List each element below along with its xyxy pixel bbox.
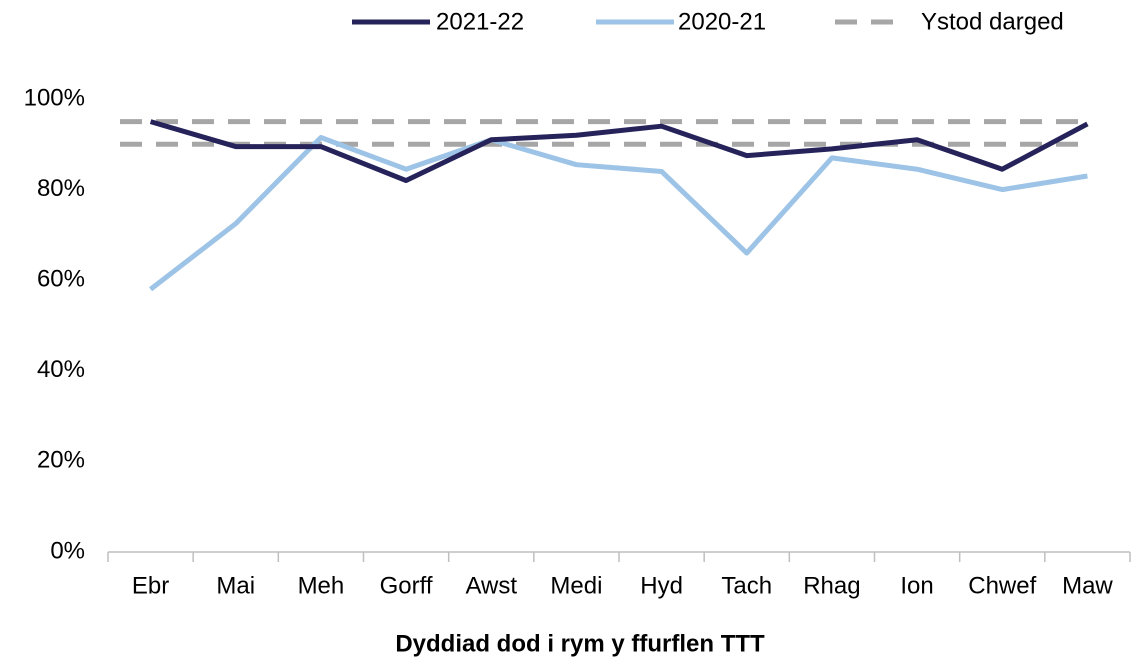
x-tick-label: Awst (465, 572, 517, 599)
y-tick-label: 20% (37, 447, 85, 474)
x-tick-label: Chwef (968, 572, 1036, 599)
legend-label: Ystod darged (921, 8, 1064, 35)
x-tick-label: Maw (1062, 572, 1113, 599)
x-tick-label: Ion (900, 572, 933, 599)
y-tick-label: 100% (24, 84, 85, 111)
x-tick-label: Hyd (640, 572, 683, 599)
y-tick-label: 0% (50, 537, 85, 564)
x-tick-label: Medi (550, 572, 602, 599)
y-tick-label: 60% (37, 266, 85, 293)
y-tick-label: 80% (37, 175, 85, 202)
series-line (149, 119, 1089, 184)
y-tick-label: 40% (37, 356, 85, 383)
x-tick-label: Meh (298, 572, 345, 599)
x-tick-label: Mai (216, 572, 255, 599)
legend-label: 2021-22 (436, 8, 524, 35)
x-tick-label: Ebr (132, 572, 169, 599)
legend-label: 2020-21 (678, 8, 766, 35)
x-tick-label: Tach (721, 572, 772, 599)
x-tick-label: Gorff (380, 572, 433, 599)
series-line (149, 135, 1088, 292)
x-axis-title: Dyddiad dod i rym y ffurflen TTT (395, 630, 765, 657)
x-tick-label: Rhag (803, 572, 860, 599)
